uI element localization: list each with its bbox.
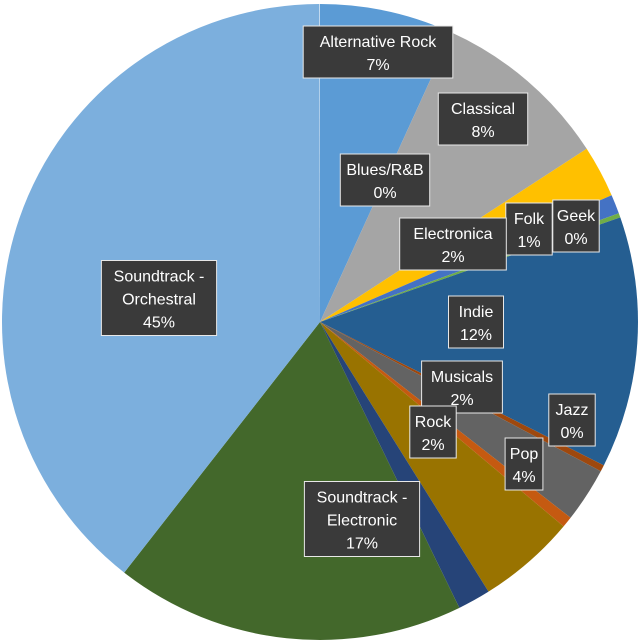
- data-label-value: 2%: [450, 392, 473, 409]
- data-label-pop: Pop 4%: [504, 437, 544, 491]
- data-label-name: Electronic: [327, 513, 397, 530]
- data-label-box: [100, 260, 218, 336]
- data-label-name: Blues/R&B: [346, 162, 423, 179]
- data-label-musicals: Musicals 2%: [421, 360, 503, 414]
- data-label-value: 2%: [421, 437, 444, 454]
- data-label-value: 17%: [346, 536, 378, 553]
- data-label-box: [505, 202, 553, 256]
- data-label-name: Musicals: [431, 369, 493, 386]
- data-label-box: [548, 393, 596, 447]
- data-label-soundtrack-electronic: Soundtrack - Electronic 17%: [303, 481, 421, 557]
- data-label-geek: Geek 0%: [552, 199, 600, 253]
- data-label-blues-r-b: Blues/R&B 0%: [339, 153, 431, 207]
- pie-slice-soundtrack-electronic: [124, 322, 460, 641]
- data-label-value: 12%: [460, 327, 492, 344]
- data-label-name: Pop: [510, 446, 539, 463]
- data-label-value: 8%: [471, 124, 494, 141]
- data-label-box: [409, 405, 457, 459]
- data-label-electronica: Electronica 2%: [399, 217, 507, 271]
- data-label-folk: Folk 1%: [505, 202, 553, 256]
- data-label-value: 0%: [560, 425, 583, 442]
- data-label-classical: Classical 8%: [437, 92, 529, 146]
- data-label-box: [448, 295, 504, 349]
- data-label-name: Classical: [451, 101, 515, 118]
- data-label-alternative-rock: Alternative Rock 7%: [302, 25, 454, 79]
- data-label-value: 7%: [366, 57, 389, 74]
- data-label-box: [437, 92, 529, 146]
- data-label-box: [421, 360, 503, 414]
- data-label-value: 45%: [143, 315, 175, 332]
- data-label-box: [504, 437, 544, 491]
- pie-labels: Alternative Rock 7% Classical 8% Folk 1% Geek 0…: [100, 25, 600, 557]
- data-label-name: Geek: [557, 208, 596, 225]
- data-label-name: Jazz: [556, 402, 589, 419]
- data-label-value: 2%: [441, 249, 464, 266]
- data-label-name: Soundtrack -: [317, 490, 408, 507]
- data-label-value: 0%: [564, 231, 587, 248]
- data-label-name: Rock: [415, 414, 452, 431]
- data-label-box: [399, 217, 507, 271]
- data-label-soundtrack-orchestral: Soundtrack - Orchestral 45%: [100, 260, 218, 336]
- data-label-box: [302, 25, 454, 79]
- data-label-box: [552, 199, 600, 253]
- data-label-name: Folk: [514, 211, 545, 228]
- pie-slice-rock: [320, 322, 489, 608]
- data-label-name: Electronica: [413, 226, 492, 243]
- data-label-box: [303, 481, 421, 557]
- data-label-name: Indie: [459, 304, 494, 321]
- data-label-rock: Rock 2%: [409, 405, 457, 459]
- data-label-jazz: Jazz 0%: [548, 393, 596, 447]
- data-label-box: [339, 153, 431, 207]
- data-label-indie: Indie 12%: [448, 295, 504, 349]
- data-label-name: Alternative Rock: [320, 34, 437, 51]
- data-label-value: 0%: [373, 185, 396, 202]
- data-label-name: Orchestral: [122, 292, 196, 309]
- data-label-name: Soundtrack -: [114, 269, 205, 286]
- data-label-value: 1%: [517, 234, 540, 251]
- data-label-value: 4%: [512, 469, 535, 486]
